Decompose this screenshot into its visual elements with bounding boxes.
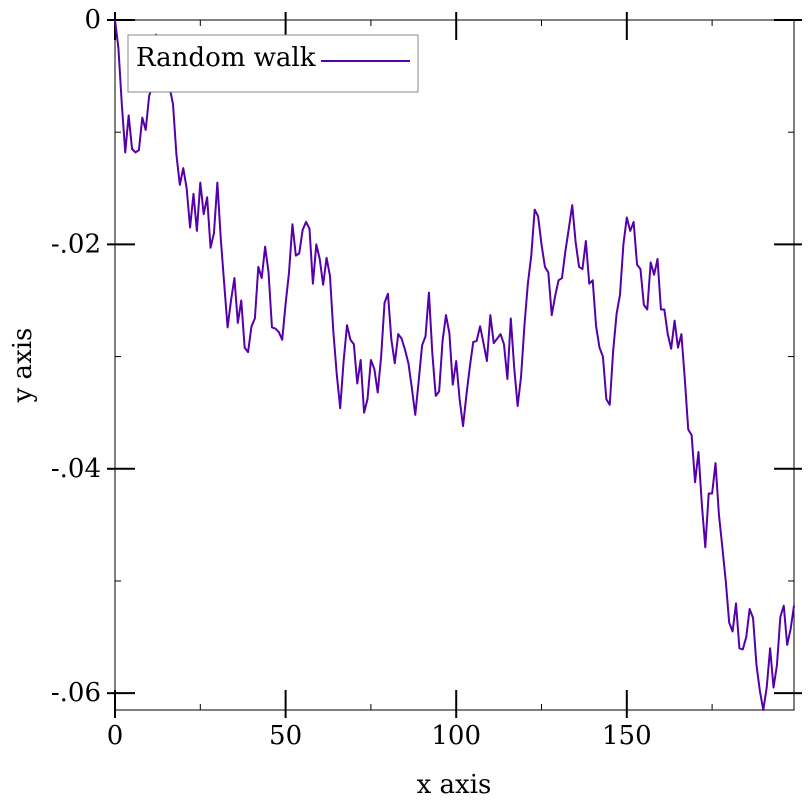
y-tick-label: 0 — [84, 5, 101, 35]
legend-label: Random walk — [136, 43, 316, 73]
x-axis-ticks: 0 50 100 150 — [107, 12, 713, 751]
x-tick-label: 0 — [107, 721, 124, 751]
legend-box — [127, 34, 419, 93]
x-tick-label: 50 — [269, 721, 302, 751]
plot-frame — [114, 19, 795, 711]
y-axis-label: y axis — [8, 328, 38, 404]
series-layer — [114, 19, 795, 711]
x-tick-label: 150 — [602, 721, 652, 751]
y-tick-label: -.02 — [51, 229, 101, 259]
x-axis-label: x axis — [417, 770, 492, 800]
x-tick-label: 100 — [431, 721, 481, 751]
legend: Random walk — [127, 34, 419, 93]
series-line — [114, 19, 795, 711]
y-tick-label: -.04 — [51, 454, 101, 484]
y-tick-label: -.06 — [51, 678, 101, 708]
y-axis-ticks: 0 -.02 -.04 -.06 — [51, 5, 802, 708]
